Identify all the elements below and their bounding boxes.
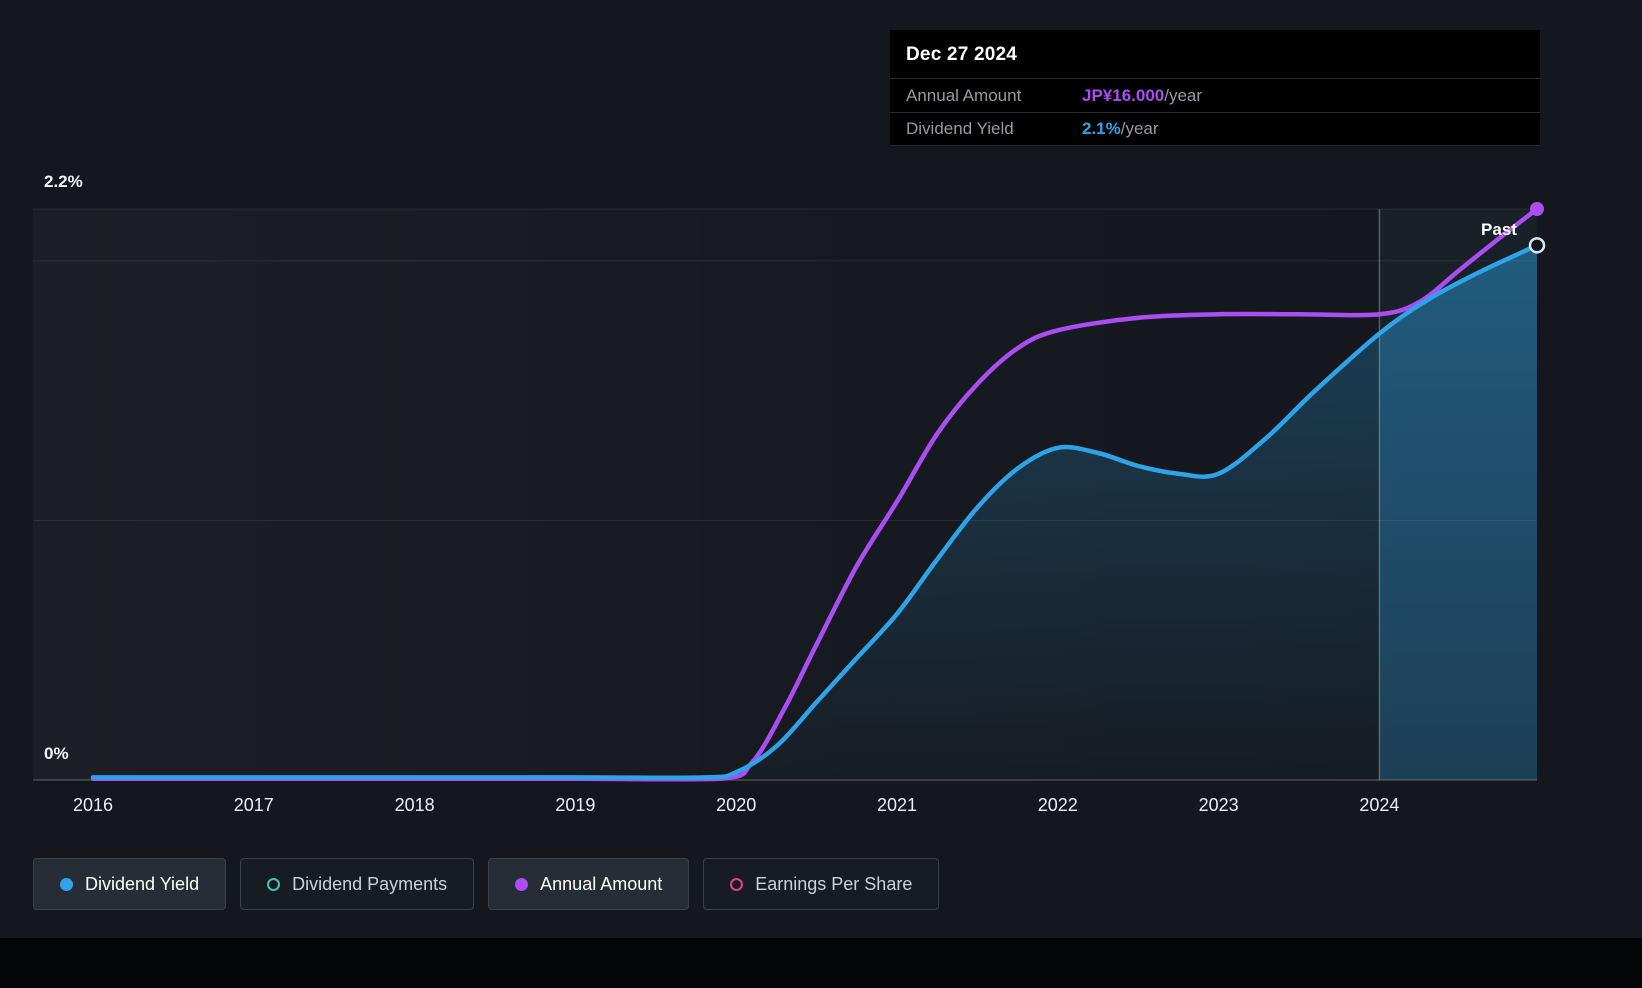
y-axis-label-bottom: 0% — [44, 744, 69, 763]
dividend-yield-area-future — [1379, 245, 1537, 780]
legend-item-earnings-per-share[interactable]: Earnings Per Share — [703, 858, 940, 910]
y-axis-label-top: 2.2% — [44, 172, 83, 191]
legend-label: Dividend Payments — [292, 873, 448, 894]
tooltip-label: Annual Amount — [906, 85, 1022, 105]
tooltip-value-number: 2.1% — [1082, 119, 1121, 138]
legend-item-dividend-yield[interactable]: Dividend Yield — [33, 858, 227, 910]
legend: Dividend Yield Dividend Payments Annual … — [33, 858, 940, 910]
dividend-yield-end-marker — [1528, 237, 1546, 254]
tooltip-value: JP¥16.000/year — [1082, 86, 1524, 106]
tooltip-value-number: JP¥16.000 — [1082, 85, 1165, 105]
earnings-per-share-swatch-icon — [730, 877, 744, 891]
legend-label: Earnings Per Share — [755, 873, 913, 894]
annual-amount-end-marker — [1530, 202, 1544, 216]
dividend-payments-swatch-icon — [267, 877, 281, 891]
tooltip-value-suffix: /year — [1120, 119, 1159, 138]
annual-amount-swatch-icon — [515, 877, 529, 891]
tooltip-date: Dec 27 2024 — [906, 44, 1018, 65]
tooltip-row-annual-amount: Annual Amount JP¥16.000/year — [890, 78, 1540, 112]
tooltip-value-suffix: /year — [1164, 85, 1203, 105]
dividend-yield-swatch-icon — [60, 877, 73, 891]
dividend-yield-area — [93, 245, 1537, 781]
legend-label: Dividend Yield — [85, 873, 200, 894]
legend-item-annual-amount[interactable]: Annual Amount — [488, 858, 690, 910]
tooltip-row-dividend-yield: Dividend Yield 2.1%/year — [890, 112, 1540, 146]
chart-tooltip: Dec 27 2024 Annual Amount JP¥16.000/year… — [890, 30, 1540, 146]
legend-item-dividend-payments[interactable]: Dividend Payments — [240, 858, 475, 910]
past-label: Past — [1481, 220, 1517, 239]
dividend-yield-line — [90, 243, 1540, 781]
tooltip-value: 2.1%/year — [1082, 119, 1524, 139]
tooltip-label: Dividend Yield — [906, 119, 1014, 138]
footer-bar — [0, 938, 1642, 988]
legend-label: Annual Amount — [540, 873, 663, 894]
